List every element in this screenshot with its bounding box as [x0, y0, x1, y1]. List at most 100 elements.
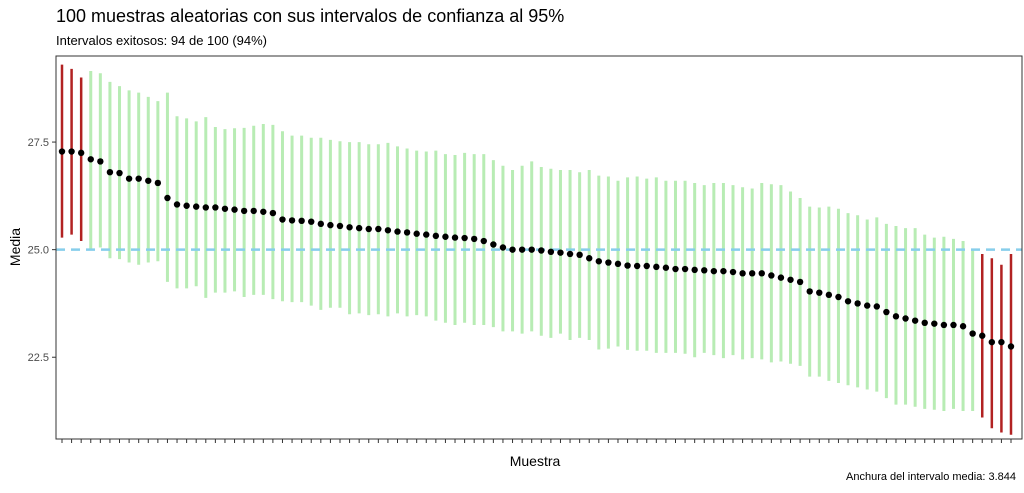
- mean-point: [68, 148, 75, 155]
- mean-point: [614, 260, 622, 268]
- plot-panel: [55, 55, 1023, 440]
- mean-point: [748, 270, 756, 277]
- mean-point: [825, 291, 833, 299]
- mean-point: [77, 149, 85, 157]
- mean-point: [375, 225, 382, 233]
- mean-point: [269, 209, 277, 217]
- mean-point: [384, 227, 392, 234]
- mean-point: [701, 267, 708, 274]
- x-axis-label: Muestra: [510, 453, 561, 469]
- mean-point: [490, 241, 497, 248]
- mean-point: [816, 289, 823, 296]
- mean-point: [931, 320, 938, 327]
- mean-point: [950, 321, 957, 329]
- mean-point: [633, 262, 641, 270]
- chart-title: 100 muestras aleatorias con sus interval…: [56, 6, 565, 26]
- mean-point: [125, 175, 133, 182]
- mean-point: [979, 332, 986, 339]
- x-axis: [61, 439, 1012, 443]
- mean-point: [183, 202, 190, 209]
- mean-point: [116, 169, 123, 177]
- mean-point: [221, 205, 229, 212]
- mean-point: [470, 235, 478, 243]
- mean-point: [557, 249, 564, 256]
- mean-point: [959, 323, 967, 330]
- mean-point: [97, 158, 104, 165]
- mean-point: [164, 194, 171, 202]
- mean-point: [892, 313, 900, 320]
- mean-point: [173, 201, 181, 208]
- mean-point: [911, 317, 919, 324]
- mean-point: [250, 207, 257, 215]
- mean-point: [231, 206, 238, 213]
- mean-point: [739, 270, 746, 277]
- mean-point: [624, 262, 631, 269]
- mean-point: [796, 278, 804, 286]
- mean-point: [921, 319, 928, 327]
- mean-point: [260, 208, 267, 215]
- mean-point: [528, 246, 535, 253]
- mean-point: [873, 303, 880, 310]
- mean-point: [106, 168, 114, 176]
- mean-point: [576, 251, 583, 259]
- y-tick-label: 27.5: [28, 137, 49, 149]
- mean-point: [969, 330, 976, 337]
- mean-point: [509, 246, 516, 253]
- mean-point: [193, 203, 200, 210]
- mean-point: [720, 267, 727, 275]
- mean-point: [940, 321, 948, 329]
- mean-point: [806, 288, 813, 295]
- mean-point: [835, 293, 842, 301]
- mean-point: [423, 231, 430, 238]
- mean-point: [864, 302, 871, 309]
- mean-point: [662, 264, 670, 271]
- mean-point: [883, 308, 890, 316]
- mean-point: [336, 222, 344, 230]
- mean-point: [451, 234, 459, 241]
- mean-point: [499, 244, 507, 251]
- mean-point: [279, 216, 286, 223]
- mean-point: [710, 267, 718, 275]
- mean-point: [777, 274, 785, 281]
- mean-point: [145, 177, 152, 184]
- mean-point: [902, 315, 909, 322]
- mean-point: [643, 262, 650, 270]
- mean-point: [854, 300, 861, 307]
- mean-point: [403, 229, 411, 236]
- mean-point: [240, 207, 248, 215]
- mean-point: [308, 218, 315, 225]
- mean-point: [87, 156, 94, 163]
- mean-point: [768, 272, 775, 279]
- y-tick-label: 22.5: [28, 352, 49, 364]
- mean-point: [595, 258, 603, 265]
- mean-points: [58, 148, 1015, 350]
- mean-point: [672, 265, 679, 273]
- mean-point: [202, 204, 209, 211]
- mean-point: [394, 228, 401, 235]
- mean-point: [317, 220, 325, 228]
- mean-point: [346, 224, 353, 231]
- mean-point: [461, 234, 468, 242]
- mean-point: [998, 338, 1005, 346]
- mean-point: [758, 270, 765, 277]
- mean-point: [653, 263, 660, 271]
- mean-point: [365, 225, 372, 233]
- mean-point: [327, 221, 334, 229]
- mean-point: [432, 232, 440, 240]
- mean-point: [413, 230, 420, 237]
- mean-point: [681, 265, 689, 273]
- mean-point: [442, 233, 449, 240]
- mean-point: [787, 276, 794, 283]
- mean-point: [298, 217, 305, 225]
- mean-point: [844, 298, 852, 305]
- y-axis: 22.5 25.0 27.5: [28, 137, 56, 364]
- mean-point: [547, 248, 555, 256]
- mean-point: [691, 266, 698, 274]
- mean-point: [1007, 343, 1015, 350]
- mean-point: [212, 204, 219, 211]
- chart-caption: Anchura del intervalo media: 3.844: [846, 471, 1016, 483]
- mean-point: [518, 246, 526, 253]
- mean-point: [988, 338, 996, 346]
- mean-point: [58, 148, 66, 155]
